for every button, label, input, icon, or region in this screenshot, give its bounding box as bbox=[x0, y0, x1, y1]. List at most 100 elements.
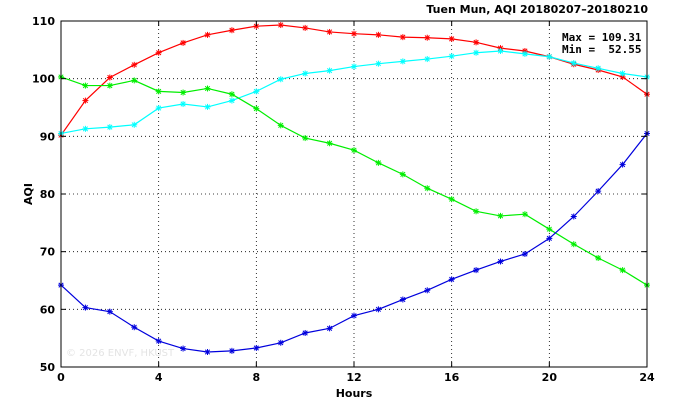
data-point bbox=[326, 67, 333, 74]
data-point bbox=[204, 103, 211, 110]
data-point bbox=[277, 22, 284, 29]
x-tick-label: 12 bbox=[346, 371, 361, 384]
data-point bbox=[399, 296, 406, 303]
data-point bbox=[253, 344, 260, 351]
data-point bbox=[131, 324, 138, 331]
x-tick-label: 8 bbox=[253, 371, 261, 384]
x-tick-label: 16 bbox=[444, 371, 460, 384]
data-point bbox=[399, 34, 406, 41]
data-point bbox=[497, 258, 504, 265]
data-point bbox=[424, 34, 431, 41]
data-point bbox=[595, 65, 602, 72]
data-point bbox=[277, 339, 284, 346]
data-point bbox=[375, 31, 382, 38]
data-point bbox=[82, 97, 89, 104]
data-point bbox=[473, 39, 480, 46]
data-point bbox=[570, 241, 577, 248]
data-point bbox=[521, 50, 528, 57]
x-tick-label: 24 bbox=[639, 371, 655, 384]
data-point bbox=[619, 161, 626, 168]
data-point bbox=[180, 89, 187, 96]
data-point bbox=[570, 213, 577, 220]
y-tick-label: 80 bbox=[40, 188, 56, 201]
y-tick-label: 100 bbox=[32, 73, 55, 86]
data-point bbox=[302, 135, 309, 142]
data-point bbox=[302, 24, 309, 31]
data-point bbox=[180, 39, 187, 46]
data-point bbox=[448, 276, 455, 283]
data-point bbox=[277, 76, 284, 83]
data-point bbox=[546, 235, 553, 242]
data-point bbox=[228, 347, 235, 354]
series-3 bbox=[58, 73, 650, 289]
series-layer bbox=[58, 22, 650, 356]
x-tick-label: 20 bbox=[542, 371, 558, 384]
data-point bbox=[131, 61, 138, 68]
data-point bbox=[351, 312, 357, 319]
data-point bbox=[448, 35, 455, 42]
data-point bbox=[326, 325, 333, 332]
data-point bbox=[375, 60, 382, 67]
data-point bbox=[619, 70, 626, 77]
data-point bbox=[302, 70, 309, 77]
data-point bbox=[106, 308, 113, 315]
data-point bbox=[473, 49, 480, 56]
data-point bbox=[204, 85, 211, 92]
grid bbox=[61, 21, 647, 367]
data-point bbox=[546, 226, 553, 233]
y-tick-label: 110 bbox=[32, 15, 55, 28]
y-tick-label: 90 bbox=[40, 130, 56, 143]
max-stat: Max = 109.31 bbox=[562, 31, 642, 44]
data-point bbox=[106, 124, 113, 131]
data-point bbox=[375, 159, 382, 166]
data-point bbox=[155, 49, 162, 56]
data-point bbox=[180, 345, 187, 352]
x-tick-label: 4 bbox=[155, 371, 163, 384]
data-point bbox=[521, 211, 528, 218]
y-axis-label: AQI bbox=[22, 183, 35, 205]
data-point bbox=[473, 267, 480, 274]
data-point bbox=[253, 88, 260, 95]
y-tick-label: 60 bbox=[40, 303, 56, 316]
data-point bbox=[82, 125, 89, 132]
data-point bbox=[448, 196, 455, 203]
data-point bbox=[204, 31, 211, 38]
data-point bbox=[351, 147, 357, 154]
data-point bbox=[180, 101, 187, 108]
data-point bbox=[131, 77, 138, 84]
data-point bbox=[155, 105, 162, 112]
data-point bbox=[228, 91, 235, 98]
x-tick-label: 0 bbox=[57, 371, 65, 384]
data-point bbox=[351, 63, 357, 70]
data-point bbox=[473, 208, 480, 215]
data-point bbox=[302, 329, 309, 336]
data-point bbox=[351, 30, 357, 37]
data-point bbox=[595, 255, 602, 262]
data-point bbox=[155, 88, 162, 95]
data-point bbox=[424, 56, 431, 63]
data-point bbox=[106, 82, 113, 89]
data-point bbox=[277, 122, 284, 129]
data-point bbox=[228, 27, 235, 34]
data-point bbox=[204, 349, 211, 356]
data-point bbox=[399, 58, 406, 65]
data-point bbox=[595, 188, 602, 195]
data-point bbox=[82, 304, 89, 311]
data-point bbox=[521, 250, 528, 257]
data-point bbox=[106, 74, 113, 81]
data-point bbox=[497, 212, 504, 219]
y-tick-label: 70 bbox=[40, 246, 56, 259]
series-line bbox=[60, 133, 648, 353]
data-point bbox=[399, 171, 406, 178]
data-point bbox=[155, 338, 162, 345]
data-point bbox=[424, 287, 431, 294]
data-point bbox=[497, 47, 504, 54]
data-point bbox=[131, 121, 138, 128]
min-stat: Min = 52.55 bbox=[562, 43, 641, 56]
data-point bbox=[326, 140, 333, 147]
data-point bbox=[570, 60, 577, 67]
y-tick-label: 50 bbox=[40, 361, 56, 374]
data-point bbox=[448, 53, 455, 60]
data-point bbox=[228, 97, 235, 104]
